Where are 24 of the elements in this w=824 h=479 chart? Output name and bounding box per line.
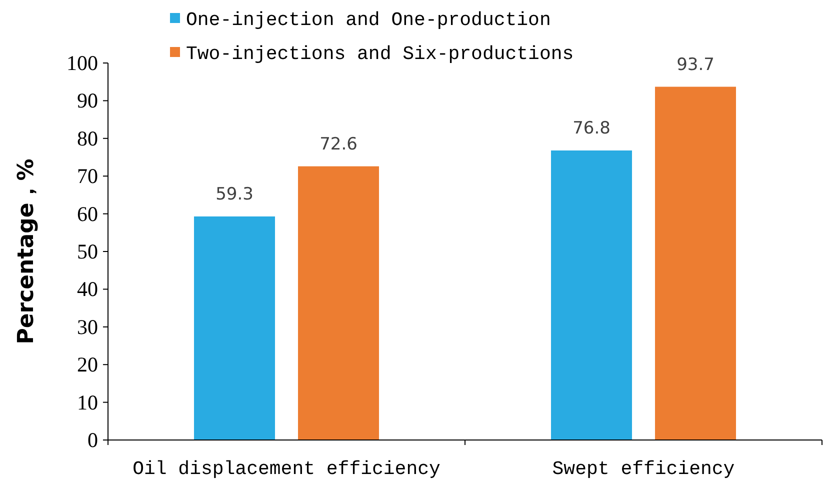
y-tick-label: 30 xyxy=(77,314,98,339)
y-tick-label: 10 xyxy=(77,390,98,414)
bar xyxy=(551,150,632,440)
y-tick-label: 100 xyxy=(66,51,98,75)
y-axis-title: Percentage，% xyxy=(14,158,39,344)
y-tick-label: 90 xyxy=(77,88,98,113)
x-tick-label: Oil displacement efficiency xyxy=(132,458,440,479)
y-tick-label: 80 xyxy=(77,126,98,150)
data-label: 76.8 xyxy=(572,118,610,138)
y-tick-label: 60 xyxy=(77,202,98,226)
y-tick-label: 0 xyxy=(88,428,98,452)
y-tick-label: 20 xyxy=(77,352,98,377)
data-label: 59.3 xyxy=(216,184,254,204)
data-label: 93.7 xyxy=(676,54,714,75)
y-tick-label: 70 xyxy=(77,164,98,188)
legend-label: One-injection and One-production xyxy=(186,9,551,31)
legend-label: Two-injections and Six-productions xyxy=(186,43,574,65)
bar xyxy=(194,216,275,440)
x-tick-label: Swept efficiency xyxy=(552,458,735,479)
y-tick-label: 50 xyxy=(77,240,98,264)
y-tick-label: 40 xyxy=(77,277,98,302)
data-label: 72.6 xyxy=(320,134,358,154)
bar xyxy=(655,86,736,440)
bar xyxy=(298,166,379,440)
